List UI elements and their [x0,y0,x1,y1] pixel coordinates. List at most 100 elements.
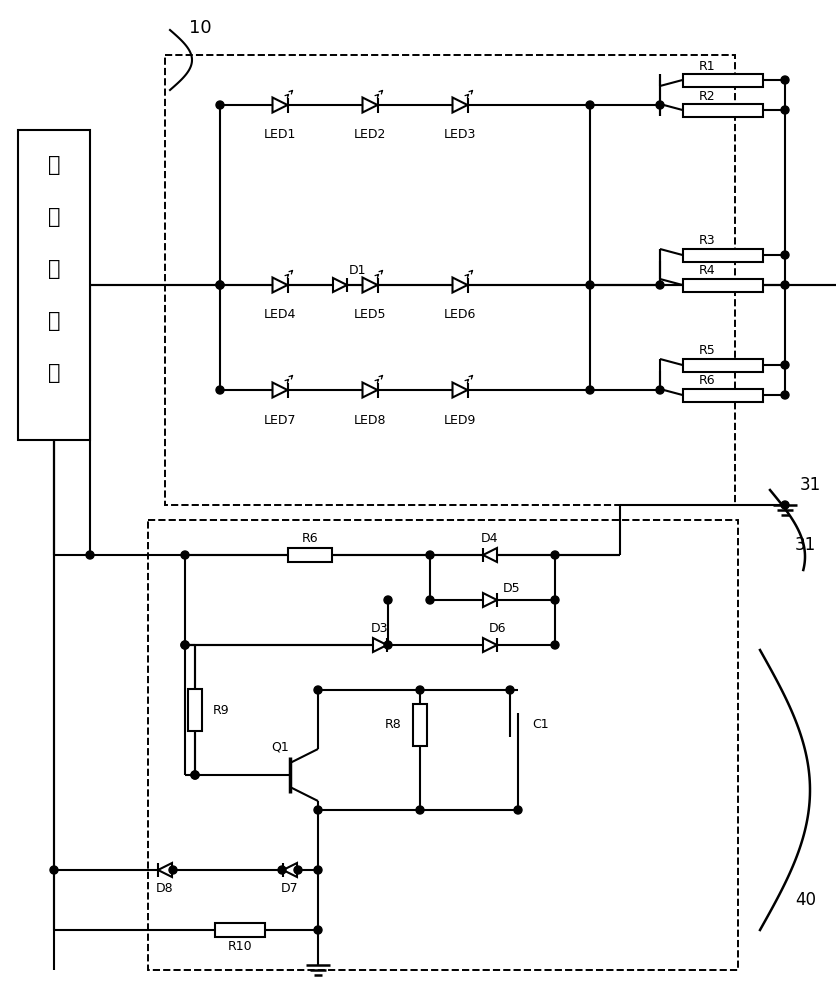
Bar [165,55,735,505]
Text: R6: R6 [302,532,319,546]
Polygon shape [483,593,497,607]
Text: R5: R5 [699,344,716,358]
Text: R9: R9 [213,704,230,716]
Circle shape [551,596,559,604]
Circle shape [314,686,322,694]
Polygon shape [483,548,497,562]
Circle shape [384,641,392,649]
Bar [682,248,762,261]
Circle shape [781,76,789,84]
Text: LED7: LED7 [263,414,296,426]
Polygon shape [333,278,347,292]
Circle shape [781,251,789,259]
Text: LED6: LED6 [444,308,477,322]
Text: D4: D4 [482,532,499,546]
Text: D3: D3 [371,622,389,636]
Circle shape [314,806,322,814]
Text: D7: D7 [281,882,298,894]
Text: 控: 控 [48,259,60,279]
Text: 车: 车 [48,155,60,175]
Bar [413,704,427,746]
Circle shape [86,551,94,559]
Polygon shape [363,382,378,397]
Circle shape [551,551,559,559]
Polygon shape [483,638,497,652]
Bar [148,520,738,970]
Circle shape [181,551,189,559]
Circle shape [216,101,224,109]
Circle shape [586,386,594,394]
Bar [682,278,762,292]
Polygon shape [363,98,378,112]
Text: 31: 31 [800,476,821,494]
Polygon shape [283,863,297,877]
Text: R8: R8 [385,718,402,732]
Circle shape [781,106,789,114]
Text: Q1: Q1 [271,740,289,754]
Text: R2: R2 [699,90,716,103]
Circle shape [191,771,199,779]
Polygon shape [452,382,467,397]
Text: D5: D5 [503,582,521,594]
Text: 40: 40 [795,891,816,909]
Circle shape [216,281,224,289]
Text: LED2: LED2 [354,128,386,141]
Circle shape [181,641,189,649]
Polygon shape [273,382,288,397]
Circle shape [426,596,434,604]
Polygon shape [363,277,378,292]
Bar [682,104,762,116]
Text: LED3: LED3 [444,128,477,141]
Text: C1: C1 [532,718,548,732]
Text: R10: R10 [227,940,252,952]
Text: 器: 器 [48,363,60,383]
Circle shape [416,686,424,694]
Circle shape [551,641,559,649]
Polygon shape [452,277,467,292]
Text: 制: 制 [48,311,60,331]
Polygon shape [273,277,288,292]
Circle shape [426,551,434,559]
Polygon shape [452,98,467,112]
Circle shape [781,281,789,289]
Text: R4: R4 [699,264,716,277]
Bar [18,130,90,440]
Bar [215,923,265,937]
Circle shape [506,686,514,694]
Text: D6: D6 [489,622,507,636]
Text: R3: R3 [699,234,716,247]
Circle shape [656,281,664,289]
Circle shape [586,281,594,289]
Bar [288,548,332,562]
Circle shape [656,386,664,394]
Circle shape [314,866,322,874]
Text: 身: 身 [48,207,60,227]
Circle shape [514,806,522,814]
Circle shape [656,101,664,109]
Bar [682,388,762,401]
Circle shape [384,596,392,604]
Circle shape [169,866,177,874]
Circle shape [294,866,302,874]
Text: 31: 31 [795,536,816,554]
Circle shape [216,281,224,289]
Text: D1: D1 [349,264,367,277]
Polygon shape [373,638,387,652]
Text: R1: R1 [699,60,716,73]
Circle shape [781,361,789,369]
Circle shape [181,641,189,649]
Circle shape [781,391,789,399]
Text: R6: R6 [699,374,716,387]
Circle shape [781,501,789,509]
Text: LED4: LED4 [264,308,296,322]
Text: LED9: LED9 [444,414,477,426]
Text: LED8: LED8 [354,414,386,426]
Circle shape [191,771,199,779]
Circle shape [314,926,322,934]
Text: D8: D8 [156,882,174,894]
Bar [188,689,202,731]
Circle shape [586,101,594,109]
Circle shape [416,806,424,814]
Text: LED5: LED5 [354,308,386,322]
Text: LED1: LED1 [264,128,296,141]
